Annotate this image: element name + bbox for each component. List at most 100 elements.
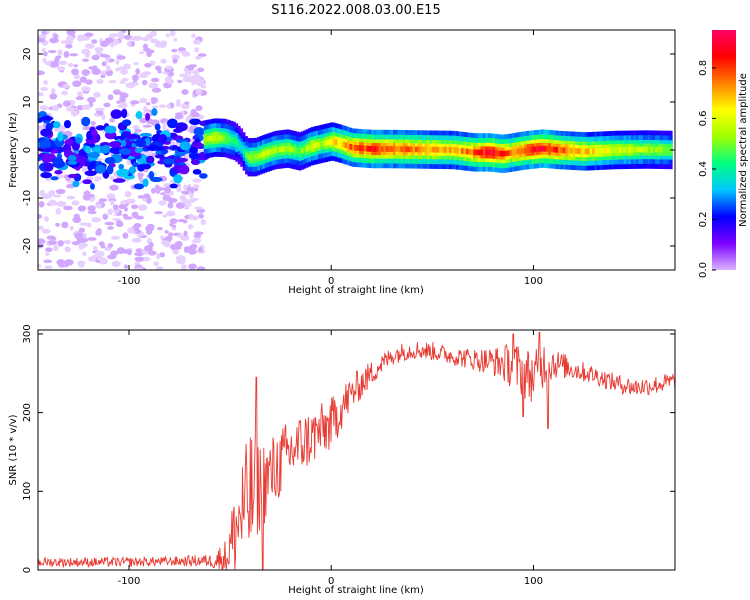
noise-blob (82, 251, 87, 257)
ridge-cell (368, 145, 372, 152)
noise-blob (66, 35, 75, 42)
ridge-cell (633, 146, 637, 153)
noise-blob (110, 41, 115, 48)
ridge-cell (485, 149, 489, 156)
ridge-cell (317, 141, 321, 148)
signal-blob (84, 161, 90, 167)
noise-blob (45, 252, 50, 256)
ridge-cell (274, 147, 278, 154)
signal-blob (132, 162, 140, 168)
ridge-cell (616, 147, 620, 153)
ridge-cell (310, 143, 314, 150)
noise-blob (56, 201, 67, 207)
noise-blob (42, 193, 52, 200)
ridge-cell (346, 143, 350, 150)
noise-blob (105, 65, 111, 72)
noise-blob (151, 105, 159, 109)
noise-blob (112, 204, 119, 211)
ridge-cell (647, 146, 651, 153)
ridge-cell (264, 150, 268, 157)
signal-blob (173, 128, 183, 133)
noise-blob (94, 250, 105, 258)
ridge-cell (291, 146, 295, 153)
ridge-cell (397, 146, 401, 153)
noise-blob (189, 197, 200, 201)
ridge-cell (606, 147, 610, 154)
noise-blob (116, 100, 121, 104)
noise-blob (65, 43, 73, 49)
noise-blob (166, 103, 171, 109)
noise-blob (38, 225, 44, 231)
noise-blob (81, 166, 88, 173)
y-tick-label: 0 (22, 147, 33, 153)
signal-blob (189, 118, 201, 126)
noise-blob (142, 43, 149, 50)
noise-blob (167, 232, 174, 237)
y-tick-label: 0 (22, 567, 33, 573)
noise-blob (150, 97, 158, 102)
ridge-cell (371, 146, 375, 152)
noise-blob (139, 117, 148, 124)
colorbar-label: Normalized spectral amplitude (738, 73, 749, 227)
noise-blob (154, 211, 163, 215)
noise-blob (119, 91, 125, 99)
ridge-cell (579, 148, 583, 155)
noise-blob (87, 237, 97, 241)
noise-blob (171, 246, 182, 250)
noise-blob (123, 206, 128, 212)
noise-blob (177, 79, 183, 84)
noise-blob (55, 208, 62, 215)
ridge-cell (388, 146, 392, 152)
signal-blob (88, 151, 100, 159)
ridge-cell (465, 148, 469, 155)
ridge-cell (446, 147, 450, 153)
spectrogram-ridge (203, 118, 673, 177)
ridge-cell (424, 146, 428, 153)
noise-blob (48, 199, 57, 206)
ridge-cell (473, 149, 477, 156)
noise-blob (76, 104, 85, 111)
ridge-cell (628, 146, 632, 153)
ridge-cell (592, 148, 595, 154)
noise-blob (194, 187, 199, 192)
signal-blob (53, 121, 61, 129)
noise-blob (67, 62, 74, 68)
noise-blob (47, 49, 57, 54)
noise-blob (60, 40, 69, 44)
signal-blob (121, 108, 128, 119)
ridge-cell (609, 147, 612, 154)
noise-blob (84, 32, 94, 37)
noise-blob (107, 226, 114, 230)
signal-blob (67, 160, 78, 165)
ridge-cell (332, 138, 336, 145)
ridge-cell (213, 134, 217, 141)
ridge-cell (436, 146, 440, 153)
signal-blob (50, 176, 59, 181)
noise-blob (135, 248, 143, 253)
ridge-cell (203, 136, 207, 143)
ridge-cell (225, 135, 229, 142)
noise-blob (183, 184, 188, 190)
noise-blob (58, 60, 68, 66)
noise-blob (129, 100, 140, 105)
ridge-cell (444, 146, 447, 153)
ridge-cell (247, 154, 251, 161)
x-tick-label: -100 (118, 276, 141, 287)
spectrogram-y-axis-label: Frequency (Hz) (8, 112, 19, 188)
x-tick-label: 100 (524, 276, 543, 287)
signal-blob (89, 183, 96, 190)
ridge-cell (577, 148, 581, 154)
y-tick-label: 20 (22, 48, 33, 61)
noise-blob (44, 265, 53, 270)
noise-blob (83, 190, 91, 197)
noise-blob (176, 186, 182, 193)
noise-blob (134, 256, 145, 262)
noise-blob (109, 184, 119, 191)
ridge-cell (296, 147, 299, 154)
ridge-cell (596, 147, 600, 154)
noise-blob (43, 80, 49, 85)
noise-blob (95, 203, 102, 209)
noise-blob (112, 89, 121, 96)
noise-blob (81, 86, 91, 92)
